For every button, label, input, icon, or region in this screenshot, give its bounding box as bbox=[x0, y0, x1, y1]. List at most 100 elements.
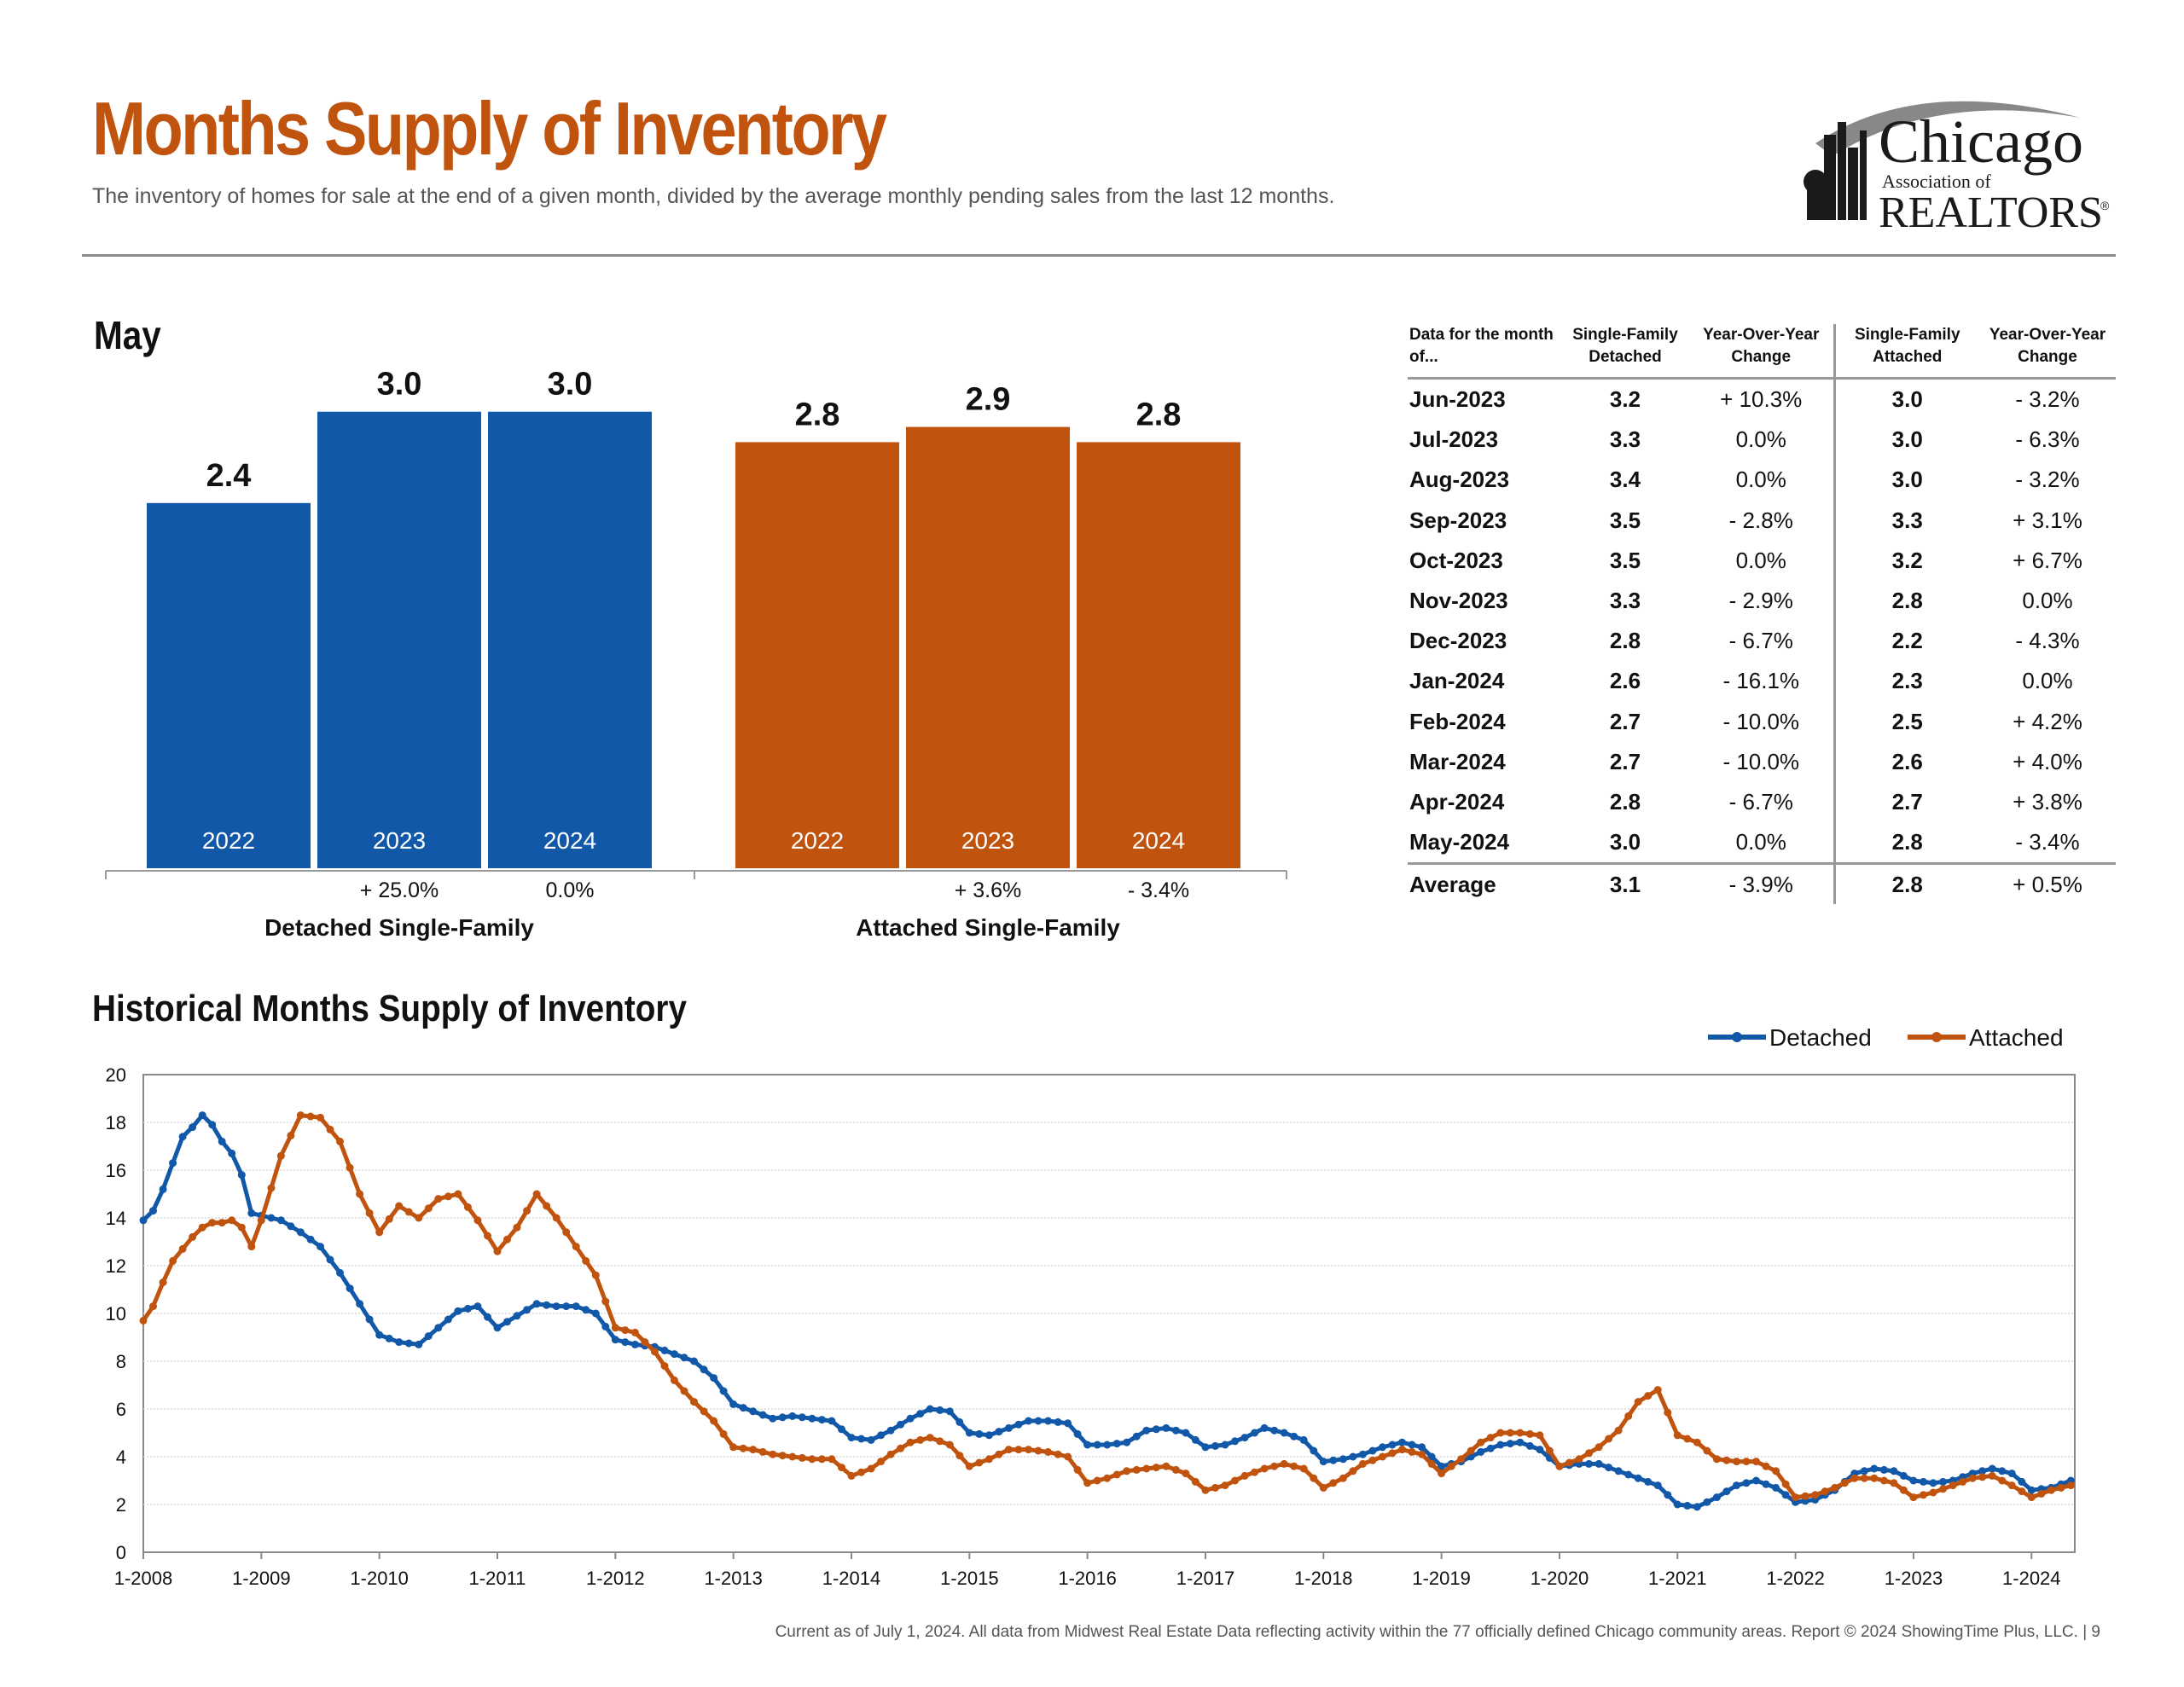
data-point-detached bbox=[867, 1435, 875, 1444]
chicago-realtors-logo: Chicago Association of REALTORS ® bbox=[1804, 101, 2110, 237]
table-row: Mar-2024 2.7 - 10.0% 2.6 + 4.0% bbox=[1408, 741, 2116, 782]
data-point-attached bbox=[1792, 1493, 1800, 1502]
data-point-detached bbox=[1368, 1446, 1377, 1455]
data-point-detached bbox=[1349, 1452, 1357, 1461]
data-point-attached bbox=[1899, 1486, 1908, 1494]
y-tick-label: 20 bbox=[106, 1064, 126, 1086]
data-point-attached bbox=[1959, 1477, 1967, 1486]
data-point-detached bbox=[1427, 1452, 1436, 1461]
table-row: Dec-2023 2.8 - 6.7% 2.2 - 4.3% bbox=[1408, 621, 2116, 662]
data-point-detached bbox=[1418, 1443, 1426, 1452]
data-point-attached bbox=[778, 1452, 787, 1460]
data-point-attached bbox=[1182, 1470, 1190, 1478]
data-point-attached bbox=[1221, 1481, 1229, 1490]
data-point-attached bbox=[769, 1450, 777, 1458]
x-tick-label: 1-2024 bbox=[2002, 1568, 2061, 1589]
data-point-attached bbox=[1536, 1431, 1544, 1440]
cell-month: Apr-2024 bbox=[1409, 788, 1505, 815]
data-point-detached bbox=[1132, 1432, 1141, 1441]
data-point-detached bbox=[1742, 1479, 1751, 1487]
data-point-attached bbox=[1014, 1446, 1023, 1454]
data-point-attached bbox=[985, 1455, 993, 1464]
data-point-attached bbox=[1368, 1456, 1377, 1464]
x-tick-label: 1-2021 bbox=[1648, 1568, 1707, 1589]
data-point-detached bbox=[208, 1121, 217, 1129]
data-point-attached bbox=[1929, 1488, 1937, 1497]
data-point-detached bbox=[1299, 1435, 1308, 1444]
table-row: Aug-2023 3.4 0.0% 3.0 - 3.2% bbox=[1408, 460, 2116, 501]
data-point-detached bbox=[1025, 1417, 1032, 1425]
data-point-attached bbox=[1506, 1429, 1514, 1437]
data-point-detached bbox=[828, 1417, 836, 1425]
data-point-detached bbox=[817, 1416, 826, 1424]
bar-change-label: 0.0% bbox=[546, 878, 595, 902]
data-point-attached bbox=[1142, 1464, 1151, 1473]
data-point-detached bbox=[463, 1304, 472, 1313]
data-point-detached bbox=[788, 1412, 797, 1420]
data-point-detached bbox=[1781, 1491, 1790, 1499]
data-point-detached bbox=[2018, 1477, 2026, 1486]
data-point-detached bbox=[493, 1324, 502, 1332]
data-point-attached bbox=[1693, 1438, 1701, 1446]
data-point-attached bbox=[424, 1204, 433, 1213]
data-point-attached bbox=[838, 1464, 845, 1472]
data-point-attached bbox=[365, 1209, 374, 1217]
data-point-attached bbox=[1270, 1462, 1279, 1470]
cell-attached-change: 0.0% bbox=[2022, 668, 2073, 694]
data-point-detached bbox=[1929, 1479, 1937, 1487]
cell-month: Dec-2023 bbox=[1409, 628, 1507, 654]
data-point-detached bbox=[395, 1338, 404, 1347]
data-point-detached bbox=[1162, 1423, 1170, 1432]
data-point-detached bbox=[139, 1216, 148, 1225]
table-row: May-2024 3.0 0.0% 2.8 - 3.4% bbox=[1408, 822, 2116, 864]
data-point-attached bbox=[650, 1348, 659, 1356]
data-point-detached bbox=[857, 1435, 865, 1443]
data-point-detached bbox=[532, 1300, 541, 1308]
data-point-attached bbox=[700, 1407, 708, 1416]
data-point-detached bbox=[1624, 1470, 1633, 1479]
data-point-detached bbox=[523, 1306, 531, 1314]
data-point-detached bbox=[1290, 1432, 1298, 1441]
cell-detached-change: 0.0% bbox=[1689, 540, 1836, 581]
data-point-detached bbox=[503, 1318, 511, 1326]
data-point-attached bbox=[1240, 1471, 1249, 1480]
data-point-attached bbox=[1653, 1386, 1662, 1394]
data-point-detached bbox=[562, 1302, 571, 1311]
data-point-attached bbox=[1083, 1479, 1092, 1487]
data-point-attached bbox=[1673, 1431, 1682, 1440]
data-point-attached bbox=[1831, 1483, 1839, 1492]
data-point-attached bbox=[267, 1184, 276, 1192]
cell-attached: 2.7 bbox=[1891, 788, 1923, 815]
series-attached bbox=[139, 1111, 2075, 1502]
y-tick-label: 18 bbox=[106, 1112, 126, 1133]
data-point-detached bbox=[1693, 1503, 1701, 1511]
data-point-attached bbox=[788, 1452, 797, 1461]
data-point-detached bbox=[1408, 1441, 1416, 1449]
cell-month: Mar-2024 bbox=[1409, 748, 1506, 774]
data-point-attached bbox=[1418, 1450, 1426, 1458]
data-point-detached bbox=[1653, 1481, 1662, 1490]
data-point-detached bbox=[660, 1346, 669, 1354]
data-point-attached bbox=[641, 1338, 649, 1347]
data-point-detached bbox=[847, 1434, 856, 1442]
data-point-attached bbox=[562, 1228, 571, 1237]
logo-registered-mark: ® bbox=[2100, 199, 2110, 212]
data-point-attached bbox=[1408, 1447, 1416, 1456]
data-point-attached bbox=[1201, 1486, 1210, 1494]
bar-value-label: 2.8 bbox=[795, 397, 840, 432]
cell-attached-change: 0.0% bbox=[2022, 588, 2073, 614]
data-point-detached bbox=[287, 1222, 295, 1231]
cell-attached: 2.8 bbox=[1834, 862, 1979, 905]
data-point-attached bbox=[404, 1208, 413, 1216]
cell-month: May-2024 bbox=[1409, 829, 1510, 855]
data-point-attached bbox=[543, 1202, 551, 1210]
data-point-detached bbox=[739, 1404, 747, 1412]
data-point-attached bbox=[1477, 1438, 1485, 1446]
data-point-attached bbox=[867, 1464, 875, 1473]
data-point-detached bbox=[159, 1185, 167, 1193]
data-point-attached bbox=[897, 1444, 905, 1452]
data-point-attached bbox=[1978, 1473, 1987, 1481]
data-point-attached bbox=[552, 1214, 561, 1222]
data-point-detached bbox=[1585, 1459, 1593, 1468]
data-point-detached bbox=[218, 1137, 226, 1145]
